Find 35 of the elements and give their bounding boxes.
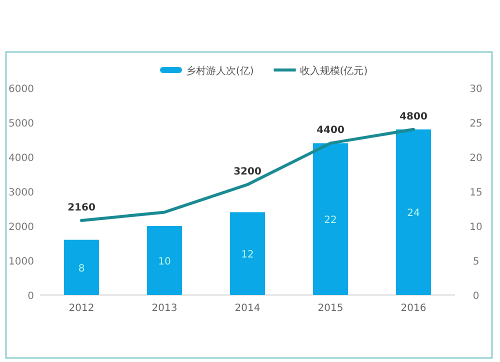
y2-tick-label: 20 [470, 153, 482, 164]
data-label: 22 [324, 215, 337, 226]
data-label: 12 [241, 250, 254, 261]
y-tick-label: 1000 [8, 256, 34, 268]
y2-tick-label: 5 [472, 256, 480, 268]
bar [147, 226, 182, 295]
data-label: 3200 [234, 166, 262, 178]
data-label: 4400 [316, 125, 344, 136]
y-tick-label: 2000 [8, 222, 34, 233]
data-label: 8 [78, 263, 85, 274]
y-tick-label: 6000 [8, 84, 34, 95]
bar [230, 212, 265, 295]
data-label: 10 [158, 256, 171, 268]
y2-tick-label: 25 [470, 118, 482, 130]
data-label: 24 [407, 208, 420, 220]
y-tick-label: 0 [28, 291, 34, 302]
data-label: 2160 [68, 202, 96, 214]
y2-tick-label: 15 [470, 188, 482, 198]
y-tick-label: 5000 [8, 118, 34, 130]
y-tick-label: 3000 [8, 188, 34, 198]
x-tick-label: 2012 [68, 303, 94, 314]
bar [396, 129, 431, 295]
y2-tick-label: 10 [470, 222, 482, 233]
bar [64, 240, 99, 295]
y2-tick-label: 0 [472, 291, 480, 302]
legend-label: 收入规模(亿元) [300, 65, 368, 77]
bar [313, 143, 348, 295]
x-tick-label: 2013 [152, 303, 178, 314]
data-label: 4800 [400, 111, 428, 122]
y-tick-label: 4000 [8, 153, 34, 164]
x-tick-label: 2016 [400, 303, 426, 314]
legend-label: 乡村游人次(亿) [186, 65, 254, 77]
x-tick-label: 2015 [318, 303, 344, 314]
x-tick-label: 2014 [234, 303, 260, 314]
y2-tick-label: 30 [470, 84, 482, 95]
